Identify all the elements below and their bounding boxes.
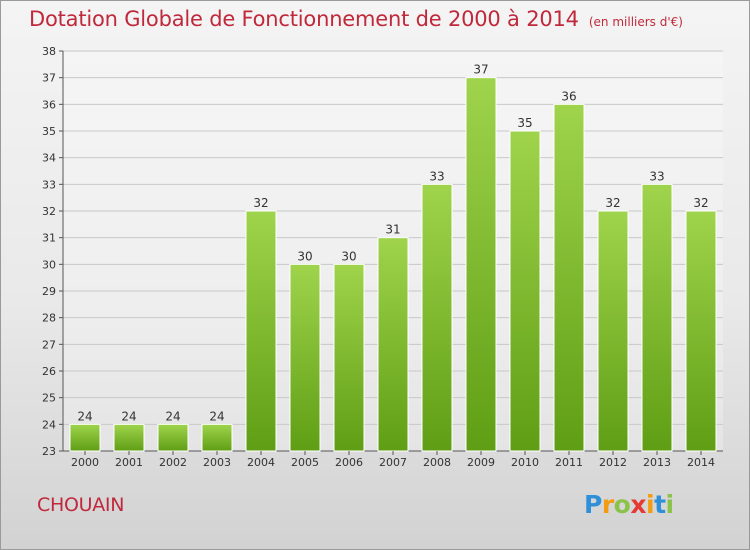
bar <box>641 183 673 452</box>
logo-letter: o <box>613 490 631 519</box>
x-tick-label: 2012 <box>599 456 627 469</box>
bar-value-label: 32 <box>253 196 268 210</box>
x-tick-label: 2010 <box>511 456 539 469</box>
bar <box>553 103 585 452</box>
chart-title-text: Dotation Globale de Fonctionnement de 20… <box>29 7 579 31</box>
logo-letter: r <box>601 490 614 519</box>
bar-value-label: 31 <box>385 223 400 237</box>
bar <box>69 423 101 452</box>
y-tick-label: 24 <box>42 418 56 431</box>
bar <box>245 210 277 452</box>
y-tick-label: 25 <box>42 392 56 405</box>
x-tick-label: 2003 <box>203 456 231 469</box>
y-tick-label: 34 <box>42 152 56 165</box>
bar <box>597 210 629 452</box>
logo-letter: t <box>654 490 666 519</box>
bar <box>157 423 189 452</box>
logo-letter: i <box>665 490 675 519</box>
y-tick-label: 26 <box>42 365 56 378</box>
x-tick-label: 2005 <box>291 456 319 469</box>
bar-value-label: 33 <box>429 169 444 183</box>
bar-value-label: 24 <box>165 409 180 423</box>
bar-value-label: 37 <box>473 63 488 77</box>
bar <box>421 183 453 452</box>
y-tick-label: 31 <box>42 232 56 245</box>
x-tick-label: 2000 <box>71 456 99 469</box>
bar-value-label: 32 <box>693 196 708 210</box>
bar-value-label: 36 <box>561 89 576 103</box>
bar <box>113 423 145 452</box>
bar <box>685 210 717 452</box>
y-tick-label: 27 <box>42 338 56 351</box>
bar-value-label: 24 <box>209 409 224 423</box>
bar-value-label: 24 <box>77 409 92 423</box>
logo-letter: x <box>630 490 646 519</box>
logo-letter: P <box>584 490 602 519</box>
proxiti-logo: Proxiti <box>584 490 674 519</box>
x-tick-label: 2011 <box>555 456 583 469</box>
bar <box>201 423 233 452</box>
bar <box>289 263 321 452</box>
commune-name: CHOUAIN <box>37 494 125 516</box>
y-tick-label: 32 <box>42 205 56 218</box>
y-tick-label: 28 <box>42 312 56 325</box>
bar-value-label: 35 <box>517 116 532 130</box>
bar <box>377 237 409 452</box>
chart-unit: (en milliers d'€) <box>588 15 683 29</box>
bar-value-label: 24 <box>121 409 136 423</box>
x-tick-label: 2008 <box>423 456 451 469</box>
y-tick-label: 36 <box>42 98 56 111</box>
x-tick-label: 2004 <box>247 456 275 469</box>
x-tick-label: 2007 <box>379 456 407 469</box>
y-tick-label: 29 <box>42 285 56 298</box>
y-tick-label: 30 <box>42 258 56 271</box>
y-tick-label: 38 <box>42 45 56 58</box>
x-tick-label: 2009 <box>467 456 495 469</box>
bar-value-label: 33 <box>649 169 664 183</box>
bar <box>465 77 497 452</box>
y-tick-label: 33 <box>42 178 56 191</box>
x-tick-label: 2001 <box>115 456 143 469</box>
bar <box>333 263 365 452</box>
y-tick-label: 23 <box>42 445 56 458</box>
y-tick-label: 35 <box>42 125 56 138</box>
bar-value-label: 30 <box>341 249 356 263</box>
logo-letter: i <box>646 490 655 519</box>
chart-title: Dotation Globale de Fonctionnement de 20… <box>29 7 683 31</box>
bar-value-label: 32 <box>605 196 620 210</box>
x-tick-label: 2002 <box>159 456 187 469</box>
x-tick-label: 2006 <box>335 456 363 469</box>
bar <box>509 130 541 452</box>
y-tick-label: 37 <box>42 72 56 85</box>
bar-value-label: 30 <box>297 249 312 263</box>
x-tick-label: 2014 <box>687 456 715 469</box>
x-tick-label: 2013 <box>643 456 671 469</box>
